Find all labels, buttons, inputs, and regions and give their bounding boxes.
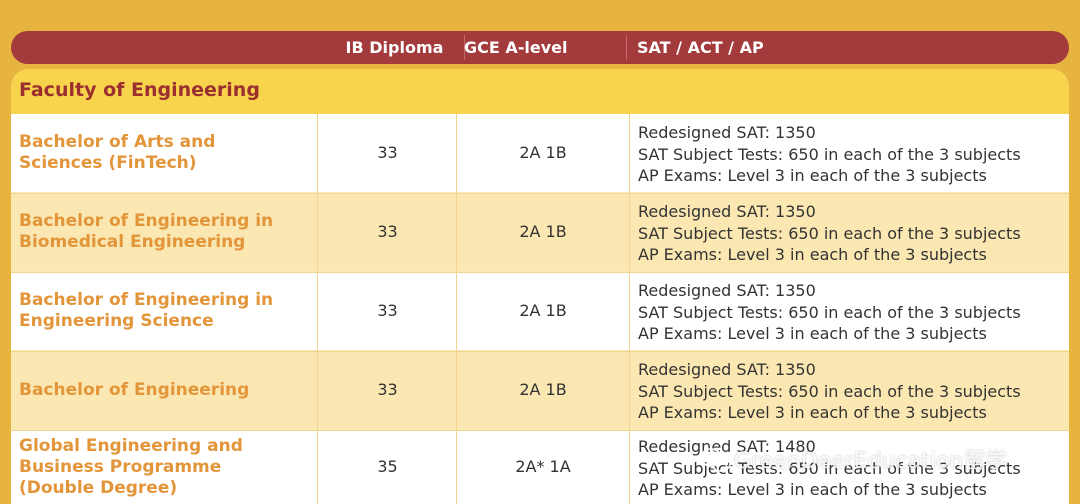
sat-line: SAT Subject Tests: 650 in each of the 3 … [638, 458, 1021, 478]
watermark: GreenDeerEducation留学 [700, 443, 1007, 475]
ib-score: 33 [377, 301, 398, 320]
sat-requirements: Redesigned SAT: 1350 SAT Subject Tests: … [638, 122, 1021, 187]
gce-grade: 2A 1B [519, 301, 567, 320]
program-name-line: Sciences (FinTech) [19, 153, 197, 173]
gce-grade: 2A 1B [519, 380, 567, 399]
program-name-line: (Double Degree) [19, 478, 178, 498]
row-divider [11, 193, 1069, 194]
gce-grade: 2A* 1A [515, 457, 571, 476]
faculty-row: Faculty of Engineering [11, 69, 1069, 114]
sat-line: SAT Subject Tests: 650 in each of the 3 … [638, 381, 1021, 401]
gce-grade: 2A 1B [519, 143, 567, 162]
column-divider [629, 114, 630, 504]
ib-score: 33 [377, 143, 398, 162]
program-name: Bachelor of Engineering in Engineering S… [19, 290, 309, 332]
sat-requirements: Redesigned SAT: 1480 SAT Subject Tests: … [638, 436, 1021, 501]
sat-line: Redesigned SAT: 1350 [638, 360, 816, 379]
sat-line: AP Exams: Level 3 in each of the 3 subje… [638, 403, 987, 422]
header-divider [626, 35, 627, 60]
sat-line: SAT Subject Tests: 650 in each of the 3 … [638, 223, 1021, 243]
program-name-line: Bachelor of Arts and [19, 132, 216, 152]
row-divider [11, 272, 1069, 273]
faculty-title: Faculty of Engineering [19, 79, 260, 101]
table-row: Bachelor of Engineering in Engineering S… [11, 272, 1069, 350]
sat-requirements: Redesigned SAT: 1350 SAT Subject Tests: … [638, 359, 1021, 424]
program-name-line: Global Engineering and [19, 436, 243, 456]
row-divider [11, 351, 1069, 352]
sat-line: AP Exams: Level 3 in each of the 3 subje… [638, 166, 987, 185]
row-divider [11, 430, 1069, 431]
program-name-line: Engineering Science [19, 311, 214, 331]
header-gce-a-level: GCE A-level [464, 38, 568, 57]
sat-line: SAT Subject Tests: 650 in each of the 3 … [638, 302, 1021, 322]
sat-line: SAT Subject Tests: 650 in each of the 3 … [638, 144, 1021, 164]
table-row: Global Engineering and Business Programm… [11, 430, 1069, 504]
program-name-line: Business Programme [19, 457, 222, 477]
program-name-line: Bachelor of Engineering [19, 380, 250, 400]
ib-score: 35 [377, 457, 398, 476]
table-row: Bachelor of Arts and Sciences (FinTech) … [11, 114, 1069, 192]
program-name-line: Biomedical Engineering [19, 232, 246, 252]
sat-requirements: Redesigned SAT: 1350 SAT Subject Tests: … [638, 280, 1021, 345]
sat-line: AP Exams: Level 3 in each of the 3 subje… [638, 245, 987, 264]
column-divider [317, 114, 318, 504]
program-name: Bachelor of Engineering in Biomedical En… [19, 211, 309, 253]
program-name-line: Bachelor of Engineering in [19, 290, 274, 310]
program-name: Global Engineering and Business Programm… [19, 436, 309, 499]
table-row: Bachelor of Engineering in Biomedical En… [11, 193, 1069, 271]
program-name: Bachelor of Engineering [19, 380, 309, 401]
sat-line: Redesigned SAT: 1350 [638, 123, 816, 142]
table-header: IB Diploma GCE A-level SAT / ACT / AP [11, 31, 1069, 64]
ib-score: 33 [377, 222, 398, 241]
requirements-table: Faculty of Engineering Bachelor of Arts … [11, 69, 1069, 504]
sat-line: AP Exams: Level 3 in each of the 3 subje… [638, 480, 987, 499]
watermark-text: GreenDeerEducation留学 [734, 449, 1008, 474]
column-divider [456, 114, 457, 504]
wechat-icon [700, 446, 731, 472]
ib-score: 33 [377, 380, 398, 399]
header-sat-act-ap: SAT / ACT / AP [637, 38, 764, 57]
sat-line: Redesigned SAT: 1350 [638, 202, 816, 221]
gce-grade: 2A 1B [519, 222, 567, 241]
header-ib-diploma: IB Diploma [345, 38, 444, 57]
program-name: Bachelor of Arts and Sciences (FinTech) [19, 132, 309, 174]
table-row: Bachelor of Engineering 33 2A 1B Redesig… [11, 351, 1069, 429]
sat-line: Redesigned SAT: 1350 [638, 281, 816, 300]
sat-line: Redesigned SAT: 1480 [638, 437, 816, 456]
program-name-line: Bachelor of Engineering in [19, 211, 274, 231]
sat-requirements: Redesigned SAT: 1350 SAT Subject Tests: … [638, 201, 1021, 266]
sat-line: AP Exams: Level 3 in each of the 3 subje… [638, 324, 987, 343]
header-divider [464, 35, 465, 60]
